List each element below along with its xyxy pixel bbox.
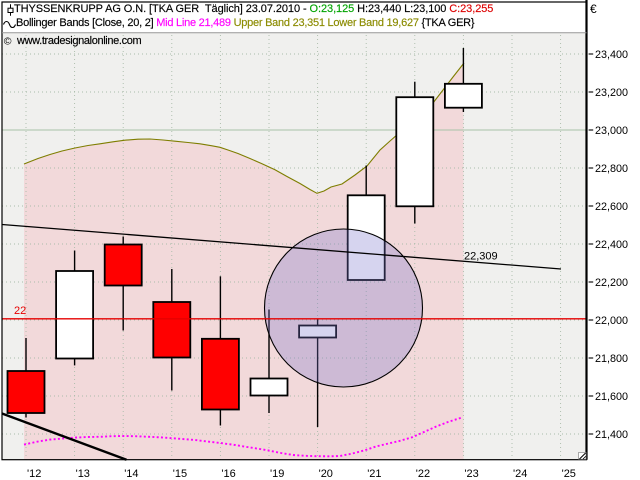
svg-text:23,200: 23,200 <box>595 87 628 99</box>
svg-text:22,800: 22,800 <box>595 163 628 175</box>
svg-text:'21: '21 <box>367 468 381 480</box>
svg-text:21,600: 21,600 <box>595 391 628 403</box>
svg-text:'22: '22 <box>416 468 430 480</box>
svg-text:©: © <box>4 35 12 47</box>
svg-text:22,200: 22,200 <box>595 277 628 289</box>
svg-text:'12: '12 <box>27 468 41 480</box>
svg-text:'23: '23 <box>464 468 478 480</box>
svg-text:22,000: 22,000 <box>595 315 628 327</box>
svg-text:'16: '16 <box>221 468 235 480</box>
svg-text:23,000: 23,000 <box>595 125 628 137</box>
svg-text:'20: '20 <box>319 468 333 480</box>
svg-text:22,309: 22,309 <box>464 251 498 263</box>
svg-text:'14: '14 <box>124 468 138 480</box>
svg-text:'13: '13 <box>76 468 90 480</box>
svg-text:'24: '24 <box>513 468 527 480</box>
svg-text:22,600: 22,600 <box>595 201 628 213</box>
svg-text:22: 22 <box>14 305 26 317</box>
svg-text:'19: '19 <box>270 468 284 480</box>
svg-text:22,400: 22,400 <box>595 239 628 251</box>
svg-text:'25: '25 <box>562 468 576 480</box>
svg-text:€: € <box>590 2 597 16</box>
svg-text:'15: '15 <box>173 468 187 480</box>
svg-text:23,400: 23,400 <box>595 49 628 61</box>
svg-text:21,800: 21,800 <box>595 353 628 365</box>
svg-text:21,400: 21,400 <box>595 429 628 441</box>
